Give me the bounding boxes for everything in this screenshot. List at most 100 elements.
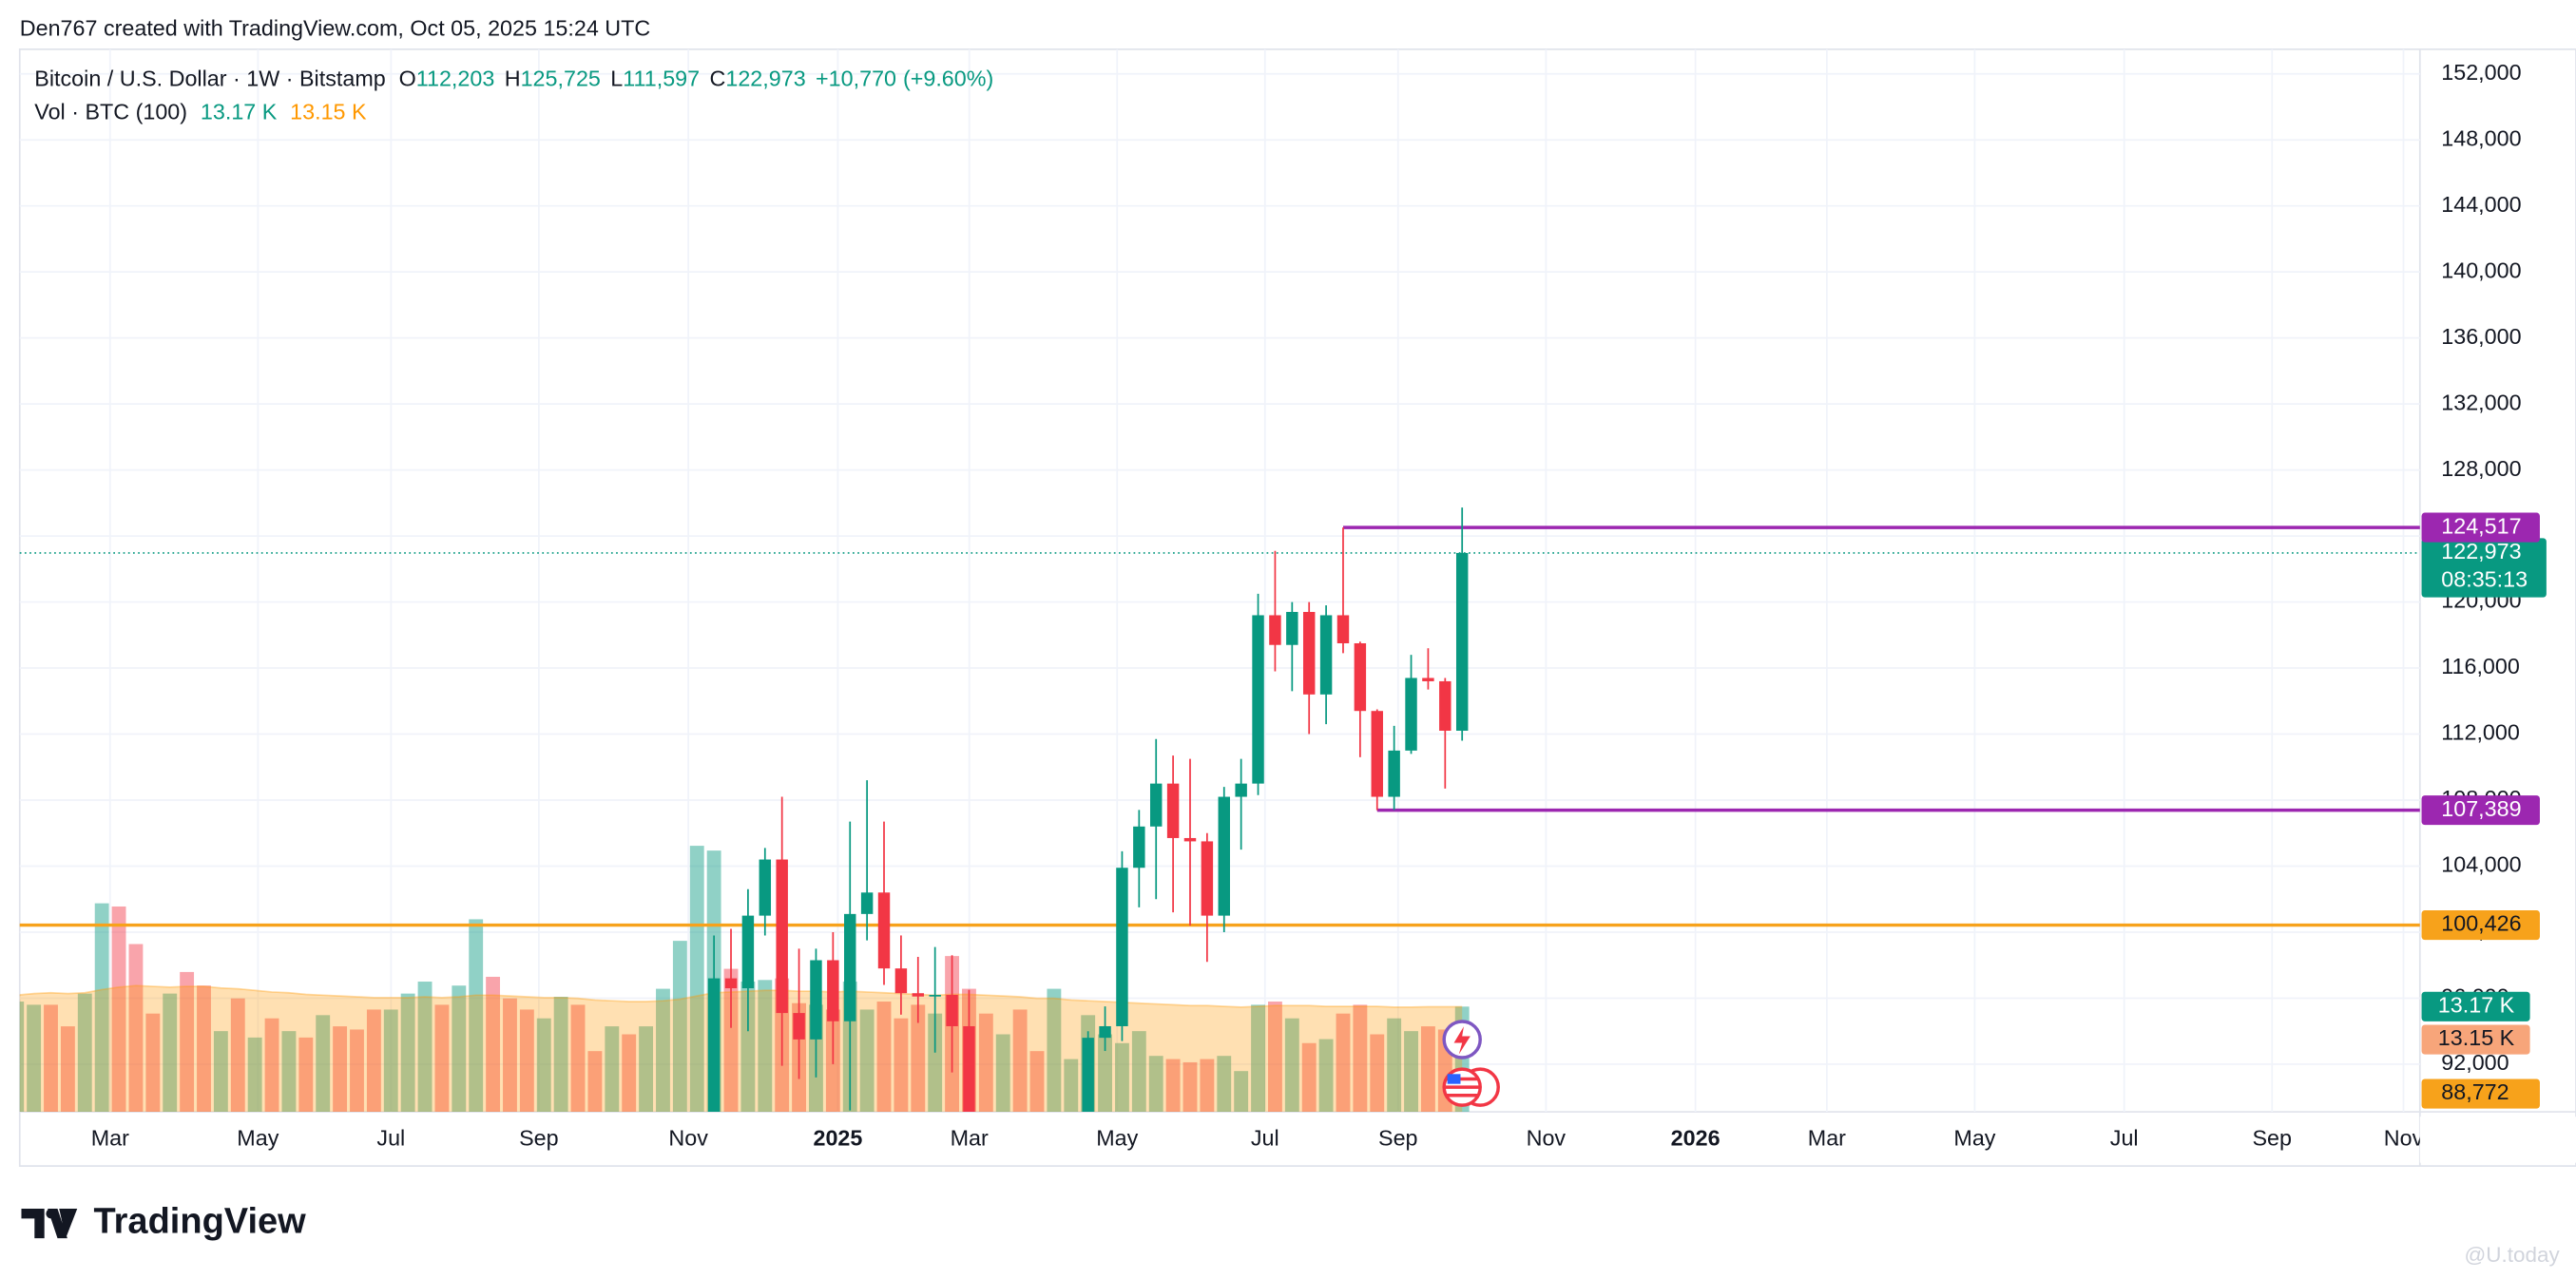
- volume-marker-label: 13.17 K: [2438, 992, 2515, 1017]
- volume-bar: [1200, 1059, 1215, 1113]
- candle-body: [894, 968, 908, 994]
- volume-bar: [1301, 1042, 1317, 1113]
- volume-bar: [230, 998, 245, 1113]
- candle-body: [1336, 615, 1350, 643]
- price-axis: 92,00096,000100,000104,000108,000112,000…: [2441, 60, 2521, 1075]
- y-tick-label: 144,000: [2441, 192, 2521, 217]
- x-tick-label: Sep: [519, 1126, 559, 1151]
- price-marker-label: 124,517: [2441, 513, 2521, 538]
- volume-bar: [383, 1009, 398, 1113]
- volume-bar: [350, 1029, 364, 1113]
- candle-body: [860, 892, 874, 914]
- candle-body: [1235, 783, 1247, 797]
- x-tick-label: Jul: [2110, 1126, 2139, 1151]
- logo: TradingView: [21, 1202, 306, 1242]
- candle-body: [929, 994, 941, 997]
- candle-body: [776, 859, 788, 1014]
- volume-bar: [1182, 1061, 1198, 1113]
- volume-value: 13.17 K: [201, 99, 278, 124]
- volume-bar: [1012, 1009, 1028, 1113]
- price-marker-box: [2421, 512, 2540, 543]
- y-tick-label: 112,000: [2441, 720, 2520, 745]
- volume-bar: [452, 985, 467, 1113]
- volume-bar: [995, 1034, 1010, 1113]
- x-tick-label: Nov: [1527, 1126, 1567, 1151]
- volume-bar: [723, 968, 739, 1113]
- candle-body: [1269, 615, 1281, 645]
- volume-bar: [587, 1051, 603, 1113]
- event-icon-bolt: [1453, 1026, 1471, 1055]
- x-tick-label: Jul: [376, 1126, 405, 1151]
- volume-marker-label: 13.15 K: [2438, 1025, 2515, 1050]
- volume-bar: [553, 996, 568, 1113]
- ohlc-key: L: [610, 67, 623, 91]
- volume-bar: [44, 1004, 58, 1113]
- volume-bar: [672, 941, 687, 1113]
- candle-body: [946, 994, 958, 1026]
- volume-bar: [1336, 1013, 1351, 1113]
- price-marker-label: 107,389: [2441, 796, 2521, 821]
- volume-bar: [1029, 1051, 1045, 1113]
- symbol-name: Bitcoin / U.S. Dollar · 1W · Bitstamp: [34, 67, 385, 91]
- header: Den767 created with TradingView.com, Oct…: [20, 15, 651, 40]
- y-tick-label: 116,000: [2441, 654, 2520, 678]
- price-marker-box: [2421, 538, 2547, 598]
- volume-bar: [1404, 1031, 1418, 1113]
- y-tick-label: 148,000: [2441, 125, 2521, 150]
- volume-bar: [128, 944, 144, 1113]
- x-tick-label: May: [1096, 1126, 1138, 1151]
- volume-pane: [19, 846, 1470, 1113]
- candle-body: [707, 978, 721, 1113]
- x-tick-label: Nov: [2384, 1126, 2424, 1151]
- volume-bar: [27, 1004, 42, 1113]
- x-tick-label: May: [237, 1126, 279, 1151]
- y-tick-label: 128,000: [2441, 456, 2521, 481]
- candle-body: [759, 859, 772, 916]
- candle-body: [1218, 796, 1230, 916]
- candle-body: [1201, 841, 1214, 916]
- volume-bar: [911, 1004, 926, 1113]
- volume-bar: [213, 1031, 228, 1113]
- volume-bar: [60, 1026, 75, 1113]
- volume-bar: [434, 1004, 450, 1113]
- volume-legend: Vol · BTC (100) 13.17 K 13.15 K: [34, 99, 367, 124]
- volume-bar: [740, 982, 756, 1113]
- volume-bar: [894, 1018, 909, 1113]
- volume-bar: [928, 1013, 943, 1113]
- volume-bar: [656, 988, 670, 1113]
- x-tick-label: Sep: [2252, 1126, 2292, 1151]
- volume-bar: [298, 1037, 314, 1113]
- volume-bar: [1234, 1071, 1249, 1113]
- ohlc-value: 112,203: [416, 67, 495, 91]
- x-tick-label: Jul: [1251, 1126, 1279, 1151]
- volume-bar: [316, 1015, 331, 1113]
- volume-bar: [1047, 988, 1062, 1113]
- volume-marker-box: [2421, 991, 2530, 1021]
- logo-text: TradingView: [94, 1202, 307, 1242]
- volume-bar: [417, 982, 433, 1113]
- change-value: +10,770: [816, 67, 896, 91]
- chart-icons[interactable]: [1442, 1020, 1500, 1107]
- y-tick-label: 104,000: [2441, 852, 2521, 877]
- volume-bar: [1318, 1039, 1334, 1113]
- candle-body: [1388, 750, 1400, 797]
- candle-body: [1099, 1025, 1111, 1039]
- volume-bar: [281, 1031, 297, 1113]
- volume-bar: [605, 1026, 620, 1113]
- y-tick-label: 152,000: [2441, 60, 2521, 85]
- x-tick-label: Mar: [1808, 1126, 1846, 1151]
- volume-bar: [1268, 1002, 1282, 1113]
- y-tick-label: 140,000: [2441, 258, 2521, 282]
- volume-ma-line: [19, 984, 1463, 1008]
- volume-bar: [1387, 1018, 1402, 1113]
- x-tick-label: May: [1953, 1126, 1995, 1151]
- candle-body: [724, 978, 738, 989]
- candle-body: [793, 1013, 805, 1040]
- x-tick-label: 2026: [1671, 1126, 1721, 1151]
- volume-bar: [689, 846, 704, 1113]
- volume-bar: [197, 985, 211, 1113]
- x-tick-label: 2025: [813, 1126, 862, 1151]
- volume-bar: [519, 1009, 534, 1113]
- candle-body: [1149, 783, 1163, 827]
